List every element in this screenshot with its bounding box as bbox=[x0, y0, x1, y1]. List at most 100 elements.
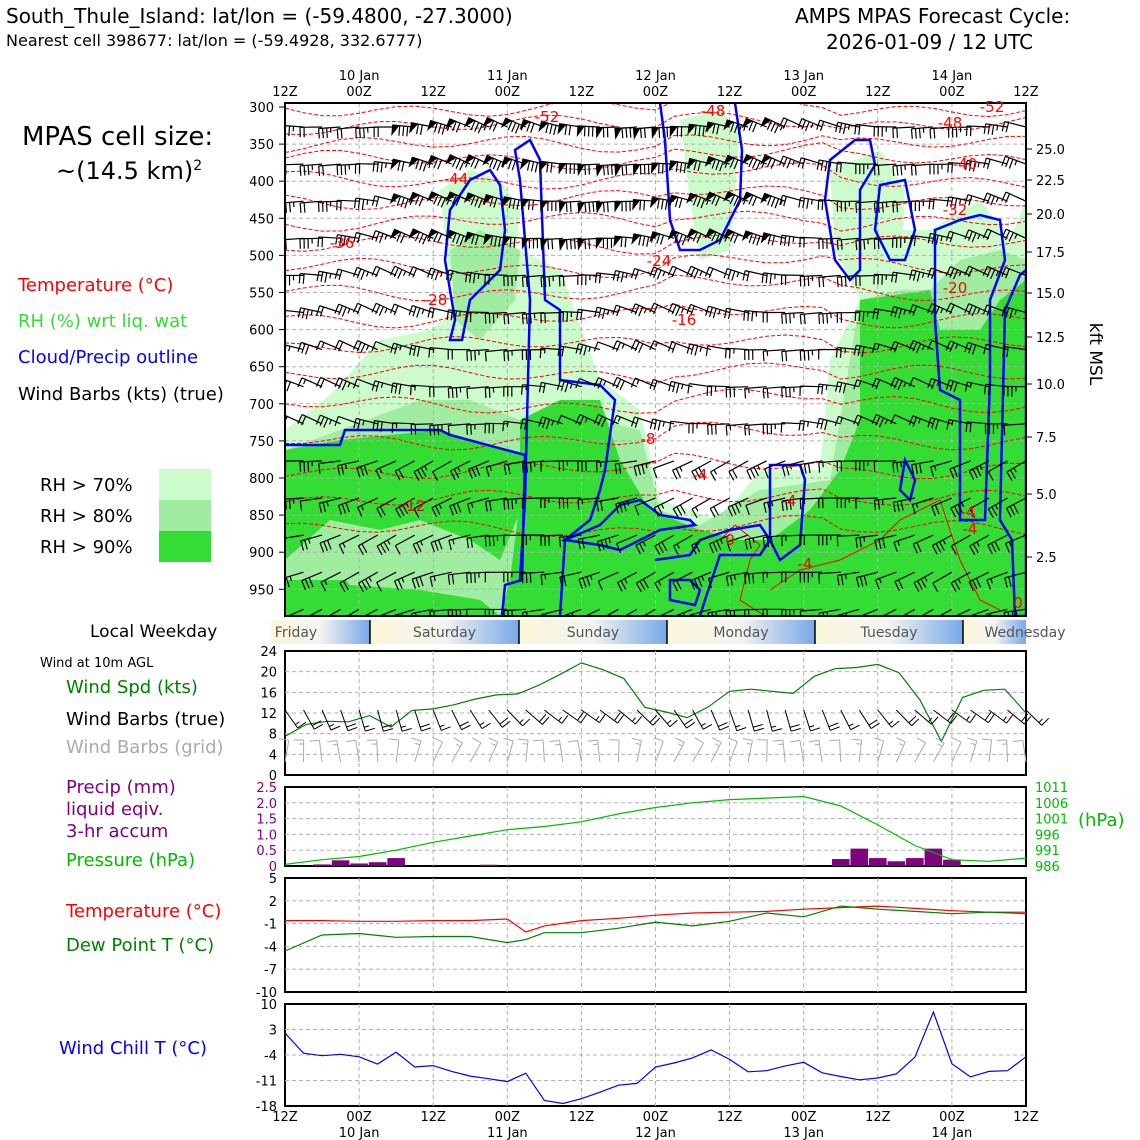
cross-section-wind-barb bbox=[593, 341, 619, 352]
wind-barb-true bbox=[562, 709, 588, 724]
cross-section-wind-barb bbox=[836, 571, 860, 586]
wind-barb-grid bbox=[631, 737, 642, 763]
wind-barb-true bbox=[1025, 709, 1050, 726]
cross-section-wind-barb bbox=[318, 126, 341, 139]
cross-section-wind-barb bbox=[744, 386, 767, 399]
wind-barb-grid bbox=[1012, 739, 1027, 763]
wind-barb-grid bbox=[293, 739, 305, 763]
temperature-contour-label: -8 bbox=[641, 430, 656, 448]
legend-rh70: RH > 70% bbox=[40, 475, 133, 496]
cross-section-wind-barb bbox=[911, 497, 934, 515]
cross-section-wind-barb bbox=[466, 349, 489, 361]
cross-section-wind-barb bbox=[743, 309, 767, 322]
pressure-tick-label: 991 bbox=[1035, 844, 1060, 859]
wind-barb-grid bbox=[469, 737, 482, 763]
cross-section-wind-barb bbox=[520, 418, 545, 430]
cross-section-wind-barb bbox=[395, 497, 415, 518]
temperature-contour-solid bbox=[769, 499, 1001, 611]
temperature-contour bbox=[285, 334, 1026, 354]
wind-speed-label: Wind Spd (kts) bbox=[66, 677, 198, 698]
cross-section-wind-barb bbox=[556, 379, 582, 393]
cross-section-wind-barb bbox=[836, 237, 860, 251]
bottom-hour-label: 00Z bbox=[643, 1110, 669, 1125]
temperature-contour bbox=[285, 210, 1026, 232]
cross-section-wind-barb bbox=[799, 460, 823, 475]
cross-section-wind-barb bbox=[950, 534, 971, 556]
cross-section-wind-barb bbox=[950, 497, 971, 518]
cross-section-wind-barb bbox=[691, 497, 712, 518]
cross-section-wind-barb bbox=[389, 303, 415, 316]
cross-section-wind-barb bbox=[853, 414, 879, 427]
cross-section-wind-barb bbox=[408, 122, 434, 135]
temperature-contour-label: -40 bbox=[953, 155, 978, 173]
cross-section-wind-barb bbox=[521, 311, 545, 325]
cross-section-wind-barb bbox=[658, 608, 675, 616]
cross-section-wind-barb bbox=[429, 571, 452, 587]
temperature-contour bbox=[285, 234, 1026, 255]
cross-section-wind-barb bbox=[984, 423, 1008, 434]
forecast-cycle: 2026-01-09 / 12 UTC bbox=[826, 30, 1034, 54]
cross-section-wind-barb bbox=[890, 414, 916, 425]
wind-barb-grid bbox=[710, 737, 722, 763]
cross-section-wind-barb bbox=[301, 571, 323, 591]
cross-section-wind-barb bbox=[317, 200, 341, 213]
cross-section-wind-barb bbox=[575, 378, 601, 389]
cross-section-wind-barb bbox=[932, 571, 953, 593]
precip-bar bbox=[924, 848, 943, 866]
cross-section-wind-barb bbox=[760, 232, 786, 246]
cross-section-wind-barb bbox=[835, 161, 860, 173]
cross-section-wind-barb bbox=[319, 534, 341, 553]
cross-section-wind-barb bbox=[873, 200, 897, 214]
wind-barb-grid bbox=[488, 737, 499, 763]
cross-section-wind-barb bbox=[429, 608, 452, 616]
pressure-tick-label: 1001 bbox=[1035, 813, 1068, 828]
cross-section-wind-barb bbox=[616, 571, 638, 592]
cross-section-wind-barb bbox=[945, 266, 971, 280]
cross-section-wind-barb bbox=[688, 422, 712, 434]
kft-tick-label: 15.0 bbox=[1036, 287, 1065, 302]
legend-wind: Wind Barbs (kts) (true) bbox=[18, 384, 224, 405]
top-day-label: 14 Jan bbox=[932, 69, 973, 84]
cross-section-wind-barb bbox=[315, 414, 341, 428]
cross-section-wind-barb bbox=[426, 191, 452, 208]
cross-section-wind-barb bbox=[964, 303, 990, 317]
bottom-day-label: 14 Jan bbox=[932, 1126, 973, 1140]
cross-section-wind-barb bbox=[910, 163, 934, 176]
wind-speed-line bbox=[284, 662, 1027, 743]
pressure-tick-label: 500 bbox=[249, 249, 274, 264]
cross-section-wind-barb bbox=[327, 608, 341, 616]
cross-section-wind-barb bbox=[615, 497, 638, 514]
cross-section-wind-barb bbox=[604, 608, 619, 616]
panel-y-tick-label: 2 bbox=[269, 895, 277, 910]
top-hour-label: 00Z bbox=[643, 85, 669, 100]
cross-section-wind-barb bbox=[559, 571, 582, 587]
cross-section-wind-barb bbox=[635, 534, 656, 555]
cross-section-wind-barb bbox=[540, 497, 563, 509]
cross-section-wind-barb bbox=[485, 460, 508, 478]
cross-section-wind-barb bbox=[707, 423, 730, 435]
cross-section-wind-barb bbox=[334, 268, 360, 280]
wind-barb-grid bbox=[727, 737, 738, 763]
wind-barb-grid bbox=[366, 739, 379, 763]
cross-section-wind-barb bbox=[356, 460, 378, 478]
wind-barb-true bbox=[544, 709, 569, 724]
panel-y-tick-label: 8 bbox=[269, 728, 277, 743]
cross-section-wind-barb bbox=[741, 230, 767, 246]
cross-section-wind-barb bbox=[308, 608, 323, 616]
panel-frame bbox=[284, 786, 1027, 867]
panel-y-tick-label: 0 bbox=[269, 769, 277, 784]
cross-section-wind-barb bbox=[968, 571, 990, 592]
cross-section-wind-barb bbox=[372, 161, 397, 173]
cross-section-wind-barb bbox=[485, 497, 508, 512]
wind-barb-true bbox=[321, 709, 341, 731]
cross-section-wind-barb bbox=[521, 534, 545, 546]
cross-section-wind-barb bbox=[315, 340, 341, 351]
rh80-swatch bbox=[159, 500, 211, 531]
cross-section-wind-barb bbox=[426, 154, 452, 170]
cross-section-wind-barb bbox=[1005, 534, 1026, 553]
cross-section-wind-barb bbox=[335, 234, 360, 246]
cross-section-wind-barb bbox=[986, 571, 1008, 590]
pressure-line bbox=[284, 795, 1027, 865]
temperature-contour-label: -48 bbox=[938, 114, 963, 132]
wind-barb-true bbox=[784, 709, 801, 732]
